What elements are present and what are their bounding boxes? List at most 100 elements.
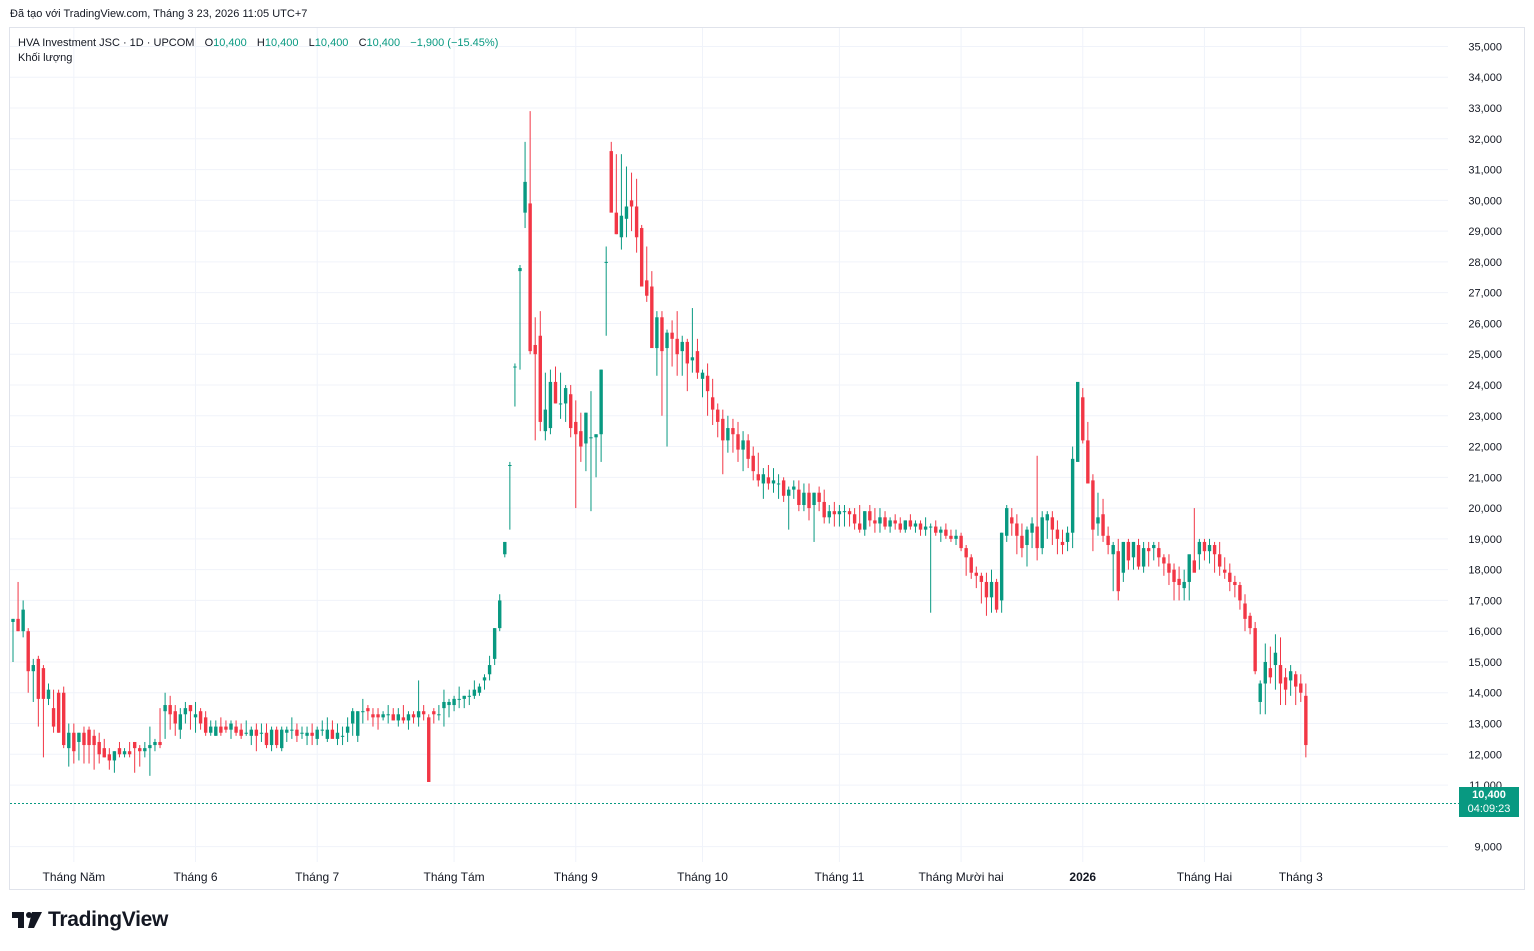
last-price-tag: 10,400 04:09:23 [1459, 787, 1519, 817]
candle-body [888, 520, 892, 527]
candle-body [852, 514, 857, 524]
y-tick-label: 20,000 [1468, 503, 1502, 515]
candle-body [832, 511, 837, 515]
candle-body [1258, 683, 1262, 702]
candle-body [72, 732, 76, 752]
candle-body [92, 735, 96, 746]
y-tick-label: 29,000 [1468, 226, 1502, 238]
candle-body [36, 658, 41, 699]
candle-body [797, 489, 801, 506]
close-label: C [358, 37, 367, 49]
volume-indicator-label[interactable]: Khối lượng [18, 52, 73, 64]
candle-body [16, 618, 20, 632]
candle-body [741, 440, 745, 450]
candle-body [503, 541, 507, 555]
y-tick-label: 34,000 [1468, 72, 1502, 84]
candle-body [787, 489, 791, 496]
candle-body [457, 698, 461, 700]
y-tick-label: 25,000 [1468, 349, 1502, 361]
tradingview-logo[interactable]: TradingView [12, 908, 168, 932]
candle-body [939, 529, 943, 533]
candle-body [1152, 545, 1156, 549]
candle-body [401, 717, 406, 721]
candle-body [77, 732, 81, 742]
x-tick-label: Tháng 11 [814, 870, 864, 884]
candle-body [51, 708, 56, 727]
x-tick-label: 2026 [1069, 870, 1096, 884]
candle-body [1131, 541, 1136, 558]
candle-body [97, 741, 101, 755]
candle-body [325, 729, 330, 739]
candle-body [1070, 458, 1075, 533]
candle-body [87, 729, 91, 746]
high-value: 10,400 [264, 37, 299, 49]
candle-body [827, 511, 831, 518]
candle-body [994, 581, 999, 610]
bar-countdown: 04:09:23 [1467, 803, 1511, 815]
candle-body [1111, 545, 1115, 555]
candle-body [46, 689, 51, 699]
candle-body [624, 206, 629, 219]
candle-body [1010, 517, 1014, 524]
brand-name: TradingView [48, 908, 169, 931]
candle-body [26, 631, 30, 672]
candle-body [781, 480, 786, 496]
candle-body [264, 732, 269, 746]
candle-body [472, 689, 477, 696]
export-caption: Đã tạo với TradingView.com, Tháng 3 23, … [10, 8, 308, 20]
candle-body [391, 714, 395, 721]
y-tick-label: 16,000 [1468, 626, 1502, 638]
candle-body [766, 477, 771, 484]
candle-body [1248, 615, 1252, 629]
candle-body [569, 394, 573, 429]
candle-body [639, 228, 644, 287]
candle-body [239, 729, 243, 736]
candle-body [203, 717, 208, 733]
y-tick-label: 32,000 [1468, 134, 1502, 146]
candle-body [873, 520, 877, 524]
candle-body [462, 695, 466, 699]
candle-body [1167, 563, 1171, 573]
candle-body [442, 701, 446, 709]
candle-body [817, 492, 821, 502]
candle-body [1096, 517, 1100, 524]
candle-body [498, 600, 502, 629]
candle-body [492, 628, 497, 659]
candle-body [1025, 529, 1029, 546]
candle-body [1192, 560, 1197, 573]
candle-body [736, 434, 740, 450]
candle-body [893, 520, 897, 524]
candle-body [376, 714, 380, 718]
candle-body [416, 711, 421, 718]
x-tick-label: Tháng 10 [677, 870, 728, 884]
candle-body [538, 335, 542, 422]
candle-body [792, 486, 796, 490]
candle-body [650, 286, 654, 349]
x-tick-label: Tháng 7 [295, 870, 339, 884]
candle-body [335, 732, 340, 739]
candle-body [406, 714, 411, 721]
y-tick-label: 30,000 [1468, 195, 1502, 207]
candle-body [1228, 572, 1232, 582]
candle-body [1273, 652, 1278, 666]
candle-body [1162, 557, 1166, 564]
candle-body [1197, 541, 1202, 555]
candle-body [589, 437, 593, 439]
candle-body [82, 732, 86, 746]
candle-body [477, 686, 482, 693]
candle-body [1182, 581, 1186, 589]
candle-body [1243, 603, 1247, 619]
candle-body [614, 212, 619, 235]
candle-body [168, 705, 172, 715]
ohlc-legend: HVA Investment JSC · 1D · UPCOM O10,400 … [18, 35, 498, 51]
candle-body [1126, 541, 1131, 561]
candle-body [1050, 517, 1055, 530]
candle-body [553, 381, 558, 404]
candle-body [508, 465, 512, 467]
candle-body [705, 375, 710, 392]
candle-body [660, 317, 664, 352]
candle-body [1106, 535, 1110, 546]
time-axis: Tháng Năm Tháng 6 Tháng 7 Tháng Tám Tháng 9 T… [42, 870, 1323, 884]
candle-body [746, 440, 750, 459]
